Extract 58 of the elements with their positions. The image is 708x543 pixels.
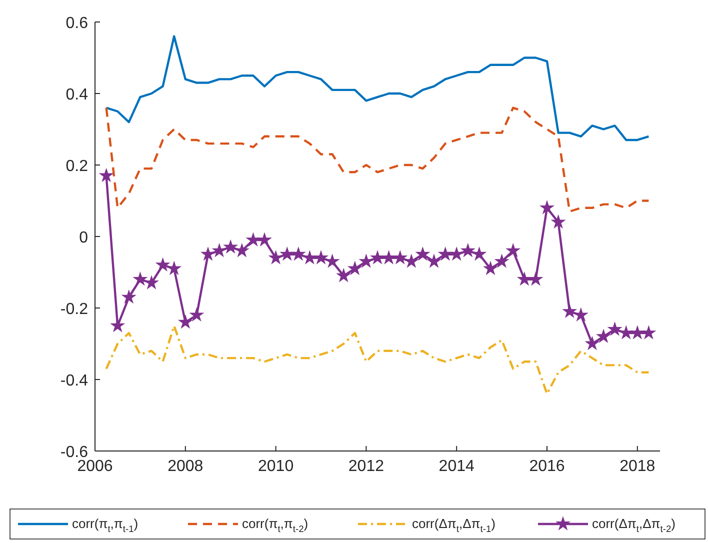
x-tick-label: 2016 [529, 458, 565, 475]
point [313, 250, 329, 264]
point [223, 239, 238, 254]
y-tick-label: 0.2 [66, 158, 88, 175]
point [189, 307, 204, 322]
point [246, 232, 261, 246]
line-series [105, 106, 650, 213]
point [607, 322, 622, 336]
point [178, 314, 193, 329]
legend-label: corr(π$_{t}$,π$_{t-1}$) [72, 516, 138, 534]
legend-label: corr(π$_{t}$,π$_{t-2}$) [242, 516, 308, 534]
point [539, 200, 555, 214]
point [482, 260, 498, 276]
legend-label: corr(Δπ$_{t}$,Δπ$_{t-1}$) [412, 516, 496, 534]
point [596, 328, 612, 343]
point [506, 242, 521, 258]
point [280, 246, 295, 261]
y-tick-label: -0.6 [60, 444, 88, 461]
point [268, 250, 284, 264]
point [550, 214, 566, 229]
point [302, 250, 318, 264]
point [415, 246, 430, 261]
point [336, 268, 352, 282]
x-tick-label: 2012 [348, 458, 384, 475]
point [392, 250, 408, 264]
x-tick-label: 2010 [258, 458, 294, 475]
point [98, 168, 114, 182]
point [110, 318, 126, 332]
point [516, 272, 532, 286]
point [347, 260, 362, 276]
point [584, 336, 600, 350]
point [562, 304, 578, 318]
point [121, 289, 136, 304]
x-tick-label: 2014 [438, 458, 474, 475]
point [438, 246, 453, 261]
point [426, 254, 442, 268]
x-tick-label: 2006 [77, 458, 113, 475]
line-series [105, 324, 650, 395]
y-tick-label: -0.2 [60, 301, 88, 318]
point [630, 325, 645, 340]
point [256, 232, 272, 246]
point [494, 254, 510, 268]
point [370, 250, 386, 264]
point [528, 272, 544, 286]
point [641, 325, 656, 340]
legend-label: corr(Δπ$_{t}$,Δπ$_{t-2}$) [592, 516, 676, 534]
y-tick-label: -0.4 [60, 372, 88, 390]
y-tick-label: 0.6 [66, 15, 88, 32]
x-tick-label: 2008 [168, 458, 204, 475]
y-tick-label: 0 [79, 230, 88, 246]
point [155, 257, 170, 272]
x-tick-label: 2018 [620, 458, 656, 475]
point [460, 242, 476, 258]
point [381, 250, 396, 264]
y-tick-label: 0.4 [66, 86, 88, 104]
point [290, 246, 306, 261]
line-series [105, 35, 650, 142]
point [132, 272, 148, 286]
